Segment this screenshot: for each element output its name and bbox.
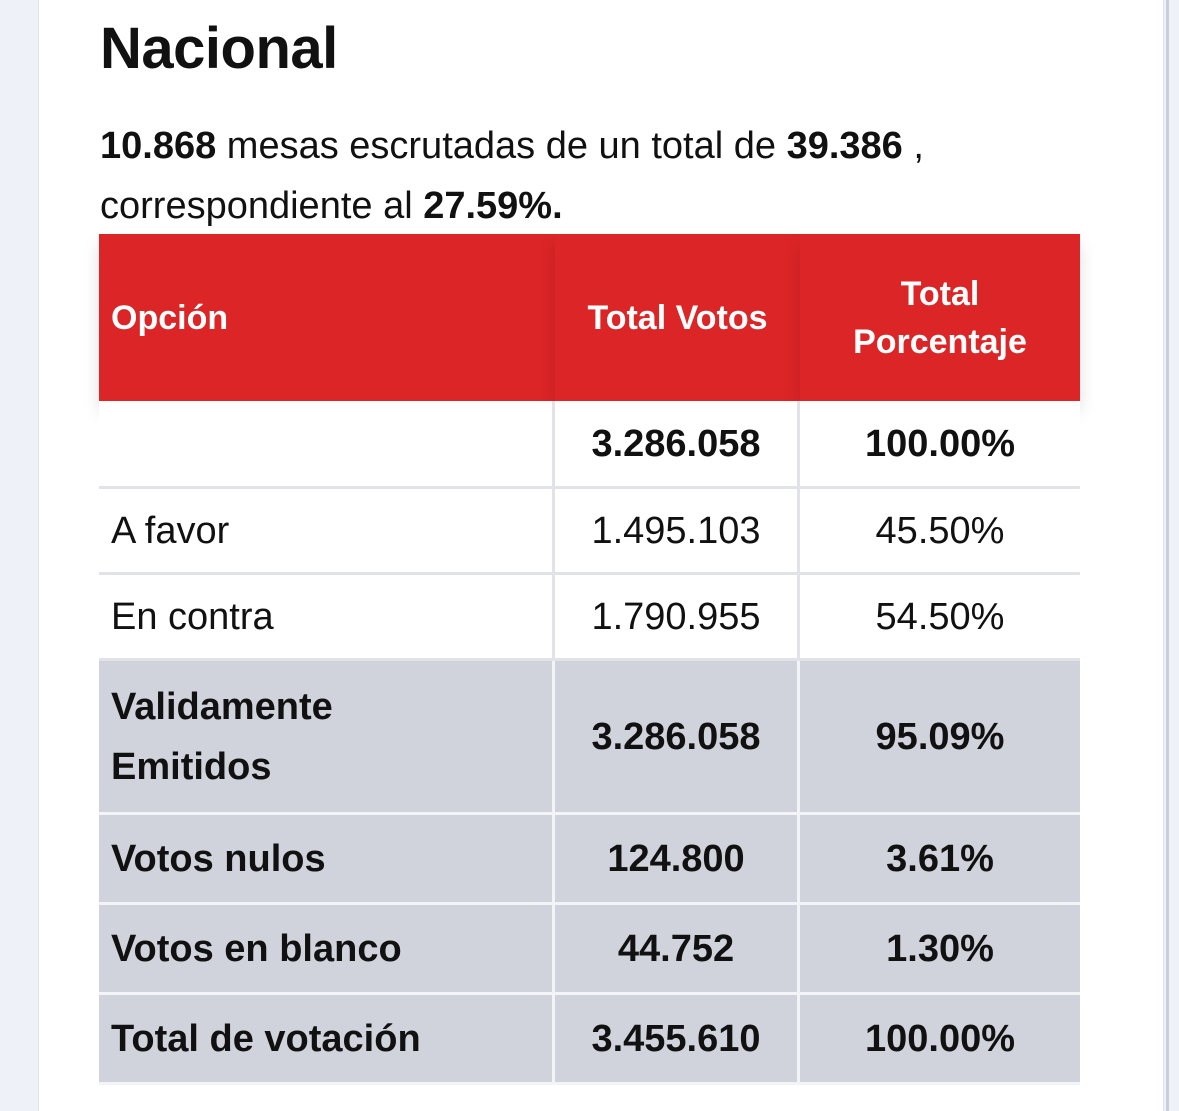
cell-votos: 1.790.955 xyxy=(555,575,800,661)
header-total-votos: Total Votos xyxy=(555,234,800,401)
header-opcion: Opción xyxy=(99,234,555,401)
table-row-validos: Validamente Emitidos 3.286.058 95.09% xyxy=(99,661,1080,815)
scrutiny-percentage: 27.59%. xyxy=(423,185,563,227)
cell-porcentaje: 54.50% xyxy=(800,575,1080,661)
table-row-nulos: Votos nulos 124.800 3.61% xyxy=(99,815,1080,905)
cell-opcion xyxy=(99,401,555,489)
cell-votos: 1.495.103 xyxy=(555,489,800,575)
page-title: Nacional xyxy=(100,16,338,81)
cell-opcion: En contra xyxy=(99,575,555,661)
header-total-porcentaje: Total Porcentaje xyxy=(800,234,1080,401)
results-table: Opción Total Votos Total Porcentaje 3.286… xyxy=(99,234,1080,1085)
cell-votos: 3.286.058 xyxy=(555,401,800,489)
cell-porcentaje: 100.00% xyxy=(800,401,1080,489)
cell-opcion: Total de votación xyxy=(99,995,555,1085)
table-row: En contra 1.790.955 54.50% xyxy=(99,575,1080,661)
cell-opcion: Votos en blanco xyxy=(99,905,555,995)
table-row: A favor 1.495.103 45.50% xyxy=(99,489,1080,575)
mesas-total-count: 39.386 xyxy=(786,125,903,167)
mesas-escrutadas-count: 10.868 xyxy=(100,125,217,167)
scrollbar[interactable] xyxy=(1166,0,1169,1111)
header-total-porcentaje-line-2: Porcentaje xyxy=(853,322,1027,361)
summary-text-2: , correspondiente al xyxy=(100,125,924,227)
cell-opcion-line-2: Emitidos xyxy=(111,745,272,788)
cell-porcentaje: 100.00% xyxy=(800,995,1080,1085)
table-row-total: 3.286.058 100.00% xyxy=(99,401,1080,489)
header-total-porcentaje-line-1: Total xyxy=(900,274,980,313)
table-header-row: Opción Total Votos Total Porcentaje xyxy=(99,234,1080,401)
scrutiny-summary: 10.868 mesas escrutadas de un total de 3… xyxy=(100,116,1090,236)
table-row-blancos: Votos en blanco 44.752 1.30% xyxy=(99,905,1080,995)
cell-porcentaje: 95.09% xyxy=(800,661,1080,815)
cell-votos: 3.455.610 xyxy=(555,995,800,1085)
summary-text-1: mesas escrutadas de un total de xyxy=(216,125,787,167)
cell-opcion-line-1: Validamente xyxy=(111,685,333,728)
cell-porcentaje: 1.30% xyxy=(800,905,1080,995)
cell-votos: 124.800 xyxy=(555,815,800,905)
cell-opcion: Votos nulos xyxy=(99,815,555,905)
cell-porcentaje: 3.61% xyxy=(800,815,1080,905)
cell-opcion: Validamente Emitidos xyxy=(99,661,555,815)
cell-votos: 3.286.058 xyxy=(555,661,800,815)
cell-opcion: A favor xyxy=(99,489,555,575)
table-row-total-votacion: Total de votación 3.455.610 100.00% xyxy=(99,995,1080,1085)
cell-porcentaje: 45.50% xyxy=(800,489,1080,575)
cell-votos: 44.752 xyxy=(555,905,800,995)
